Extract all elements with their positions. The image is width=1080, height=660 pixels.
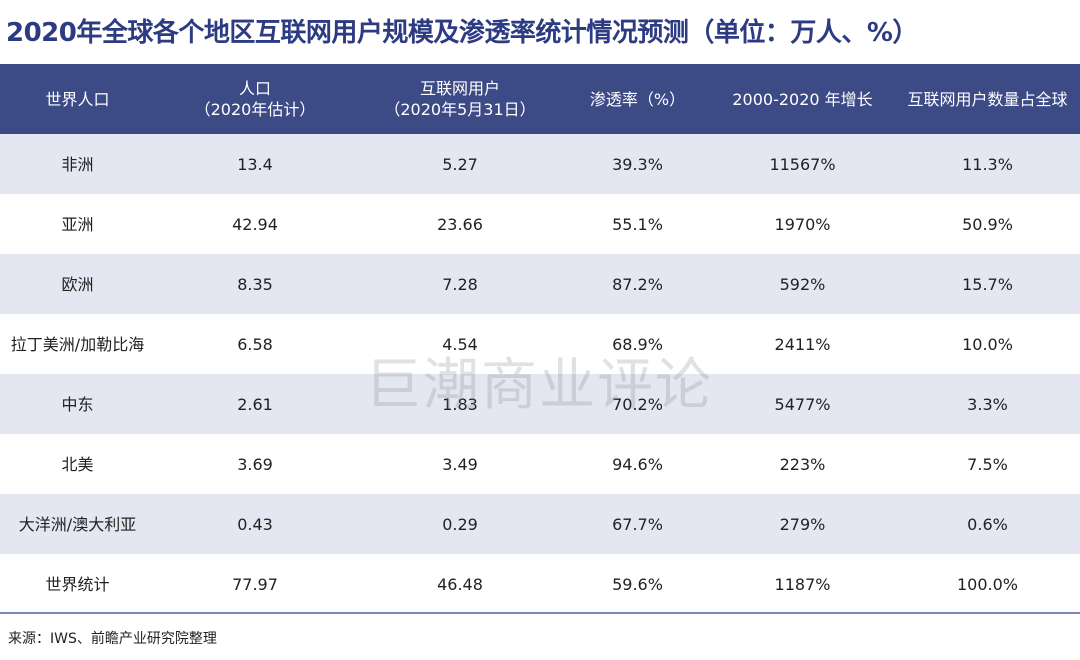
cell-region: 亚洲: [61, 214, 94, 234]
cell-share: 100.0%: [956, 574, 1018, 594]
table-row: 非洲 13.4 5.27 39.3% 11567% 11.3%: [0, 134, 1080, 194]
table-row: 中东 2.61 1.83 70.2% 5477% 3.3%: [0, 374, 1080, 434]
cell-share: 10.0%: [962, 334, 1013, 354]
cell-population: 77.97: [232, 574, 278, 594]
cell-users: 4.54: [442, 334, 478, 354]
header-share: 互联网用户数量占全球: [907, 89, 1068, 109]
cell-penetration: 55.1%: [612, 214, 663, 234]
cell-users: 1.83: [442, 394, 478, 414]
cell-users: 23.66: [437, 214, 483, 234]
table-row: 欧洲 8.35 7.28 87.2% 592% 15.7%: [0, 254, 1080, 314]
cell-share: 11.3%: [962, 154, 1013, 174]
cell-population: 3.69: [237, 454, 273, 474]
table-header-row: 世界人口 人口 （2020年估计） 互联网用户 （2020年5月31日） 渗透率…: [0, 64, 1080, 134]
cell-users: 3.49: [442, 454, 478, 474]
cell-growth: 5477%: [774, 394, 831, 414]
cell-users: 0.29: [442, 514, 478, 534]
cell-population: 8.35: [237, 274, 273, 294]
cell-region: 拉丁美洲/加勒比海: [10, 334, 145, 354]
header-population-label: 人口: [238, 79, 271, 98]
cell-region: 世界统计: [45, 574, 110, 594]
header-population: 人口 （2020年估计）: [155, 78, 355, 120]
cell-penetration: 59.6%: [612, 574, 663, 594]
cell-penetration: 94.6%: [612, 454, 663, 474]
divider: [0, 612, 1080, 614]
header-users-label: 互联网用户: [419, 79, 500, 98]
table-row: 拉丁美洲/加勒比海 6.58 4.54 68.9% 2411% 10.0%: [0, 314, 1080, 374]
table-row-total: 世界统计 77.97 46.48 59.6% 1187% 100.0%: [0, 554, 1080, 614]
cell-region: 欧洲: [61, 274, 94, 294]
cell-users: 5.27: [442, 154, 478, 174]
cell-population: 0.43: [237, 514, 273, 534]
cell-growth: 11567%: [769, 154, 836, 174]
cell-growth: 1970%: [774, 214, 831, 234]
header-growth: 2000-2020 年增长: [732, 89, 873, 109]
cell-users: 7.28: [442, 274, 478, 294]
cell-penetration: 68.9%: [612, 334, 663, 354]
cell-region: 大洋洲/澳大利亚: [18, 514, 137, 534]
header-users: 互联网用户 （2020年5月31日）: [355, 78, 565, 120]
data-table: 世界人口 人口 （2020年估计） 互联网用户 （2020年5月31日） 渗透率…: [0, 64, 1080, 614]
cell-population: 13.4: [237, 154, 273, 174]
header-population-note: （2020年估计）: [194, 100, 316, 119]
cell-region: 非洲: [61, 154, 94, 174]
header-penetration: 渗透率（%）: [589, 89, 686, 109]
cell-growth: 1187%: [774, 574, 831, 594]
cell-growth: 2411%: [774, 334, 831, 354]
cell-penetration: 70.2%: [612, 394, 663, 414]
cell-population: 2.61: [237, 394, 273, 414]
header-region: 世界人口: [45, 89, 110, 109]
table-row: 亚洲 42.94 23.66 55.1% 1970% 50.9%: [0, 194, 1080, 254]
cell-share: 15.7%: [962, 274, 1013, 294]
cell-growth: 279%: [779, 514, 826, 534]
cell-penetration: 39.3%: [612, 154, 663, 174]
cell-growth: 223%: [779, 454, 826, 474]
header-users-note: （2020年5月31日）: [384, 100, 536, 119]
cell-region: 中东: [61, 394, 94, 414]
cell-penetration: 87.2%: [612, 274, 663, 294]
cell-share: 50.9%: [962, 214, 1013, 234]
cell-population: 6.58: [237, 334, 273, 354]
cell-share: 7.5%: [967, 454, 1008, 474]
cell-share: 3.3%: [967, 394, 1008, 414]
cell-share: 0.6%: [967, 514, 1008, 534]
table-row: 北美 3.69 3.49 94.6% 223% 7.5%: [0, 434, 1080, 494]
cell-penetration: 67.7%: [612, 514, 663, 534]
cell-region: 北美: [61, 454, 94, 474]
cell-users: 46.48: [437, 574, 483, 594]
cell-growth: 592%: [779, 274, 826, 294]
source-note: 来源：IWS、前瞻产业研究院整理: [8, 631, 217, 647]
page-title: 2020年全球各个地区互联网用户规模及渗透率统计情况预测（单位：万人、%）: [6, 18, 918, 48]
table-row: 大洋洲/澳大利亚 0.43 0.29 67.7% 279% 0.6%: [0, 494, 1080, 554]
cell-population: 42.94: [232, 214, 278, 234]
